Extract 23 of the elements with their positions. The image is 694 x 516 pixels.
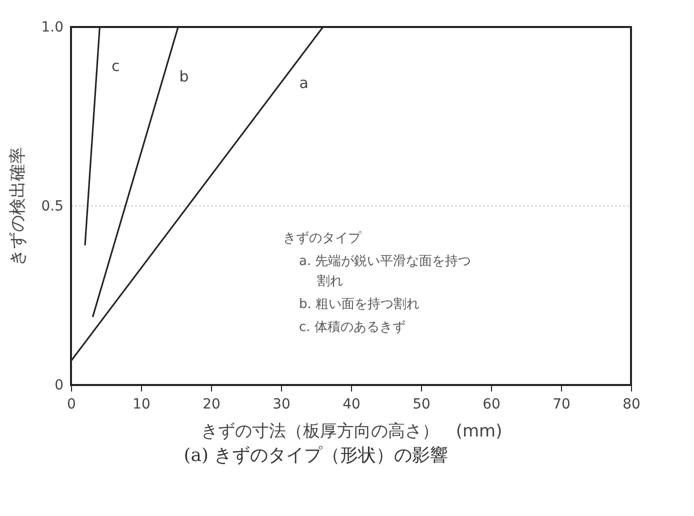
x-tick-label: 60 bbox=[482, 396, 500, 412]
x-tick-label: 40 bbox=[342, 396, 360, 412]
text: (a) きずのタイプ（形状）の影響 bbox=[184, 445, 448, 466]
x-tick-label: 30 bbox=[272, 396, 290, 412]
x-tick-label: 10 bbox=[132, 396, 150, 412]
series-label: b bbox=[179, 67, 189, 86]
x-axis-title: きずの寸法（板厚方向の高さ） (mm) bbox=[200, 422, 502, 442]
annotation: a. 先端が鋭い平滑な面を持つ bbox=[299, 254, 472, 269]
annotation: b. 粗い面を持つ割れ bbox=[299, 297, 420, 312]
series-label: a bbox=[299, 74, 308, 92]
annotation: c. 体積のあるきず bbox=[299, 320, 406, 335]
x-tick-label: 80 bbox=[622, 396, 640, 412]
y-tick-label: 0.5 bbox=[41, 198, 64, 214]
y-axis-title: きずの検出確率 bbox=[8, 147, 28, 266]
x-tick-label: 20 bbox=[202, 396, 220, 412]
x-tick-label: 50 bbox=[412, 396, 430, 412]
annotation: 割れ bbox=[317, 274, 343, 289]
series-label: c bbox=[111, 56, 120, 75]
y-tick-label: 0 bbox=[54, 378, 64, 394]
x-tick-label: 0 bbox=[67, 396, 76, 412]
y-tick-label: 1.0 bbox=[41, 20, 64, 36]
annotation: きずのタイプ bbox=[283, 231, 362, 246]
x-tick-label: 70 bbox=[552, 396, 570, 412]
